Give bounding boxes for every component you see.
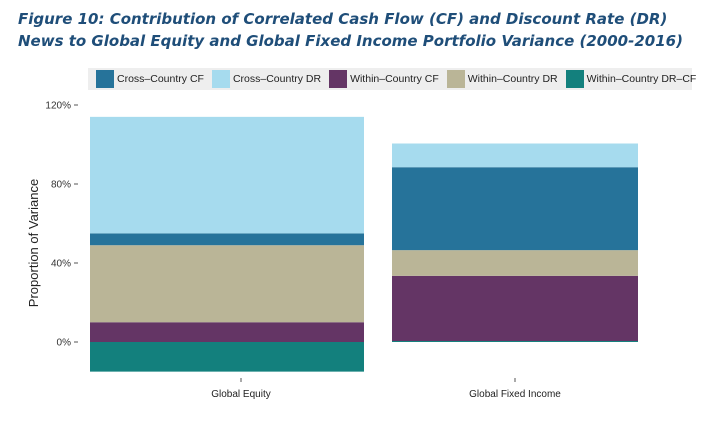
legend-label: Within–Country DR (467, 73, 558, 85)
y-tick-label: 80% (51, 180, 71, 191)
y-tick-label: 120% (45, 101, 71, 112)
legend-item-within-country-dr: Within–Country DR (446, 70, 558, 88)
legend-item-cross-country-cf: Cross–Country CF (96, 70, 204, 88)
bar-segment-within-country-dr-cf (392, 341, 638, 342)
y-tick-label: 0% (57, 338, 72, 349)
bar-segment-within-country-dr (392, 250, 638, 276)
x-category-label: Global Equity (211, 389, 270, 400)
legend-label: Within–Country CF (350, 73, 439, 85)
legend-item-cross-country-dr: Cross–Country DR (211, 70, 322, 88)
y-tick-label: 40% (51, 259, 71, 270)
legend-swatch (211, 70, 230, 88)
bar-segment-within-country-dr-cf (90, 342, 364, 372)
y-axis: 0% 40% 80% 120% (45, 101, 78, 349)
bar-segment-cross-country-cf (392, 167, 638, 251)
figure-title: Figure 10: Contribution of Correlated Ca… (18, 10, 683, 50)
legend-item-within-country-cf: Within–Country CF (329, 70, 439, 88)
legend-label: Within–Country DR–CF (586, 73, 697, 85)
legend-swatch (565, 70, 584, 88)
y-axis-title: Proportion of Variance (26, 179, 41, 307)
legend-swatch (446, 70, 465, 88)
chart-legend: Cross–Country CF Cross–Country DR Within… (88, 68, 696, 90)
legend-label: Cross–Country CF (117, 73, 204, 85)
x-axis: Global Equity Global Fixed Income (211, 378, 561, 400)
legend-label: Cross–Country DR (232, 73, 322, 85)
bar-segment-cross-country-dr (90, 116, 364, 234)
bar-segment-cross-country-cf (90, 233, 364, 246)
legend-item-within-country-dr-cf: Within–Country DR–CF (565, 70, 697, 88)
bar-segment-within-country-cf (90, 322, 364, 342)
bar-segment-within-country-cf (392, 275, 638, 342)
plot-area (90, 116, 638, 372)
x-category-label: Global Fixed Income (469, 389, 561, 400)
legend-swatch (329, 70, 348, 88)
bar-stack-global-fixed-income (392, 143, 638, 342)
legend-swatch (96, 70, 114, 88)
bar-segment-cross-country-dr (392, 143, 638, 168)
bar-segment-within-country-dr (90, 245, 364, 323)
bar-stack-global-equity (90, 116, 364, 372)
